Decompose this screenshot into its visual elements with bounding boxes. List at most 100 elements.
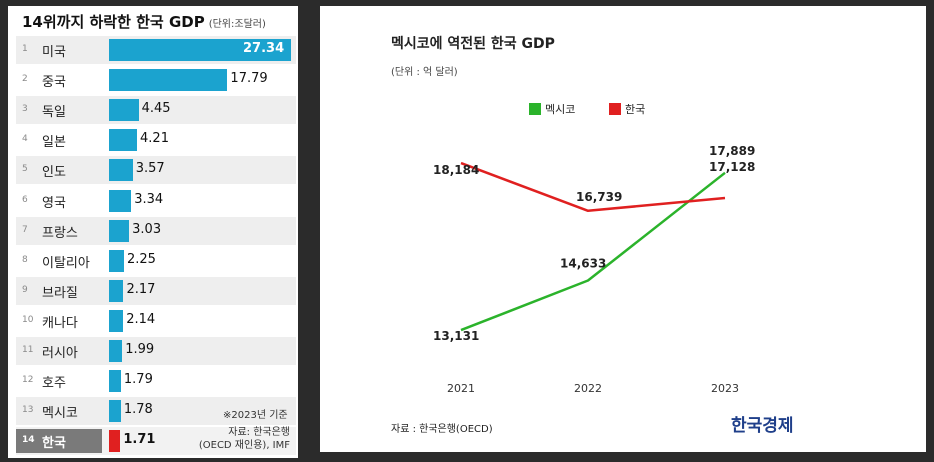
line-chart-unit: (단위 : 억 달러) bbox=[391, 65, 458, 78]
gdp-ranking-panel: 14위까지 하락한 한국 GDP (단위:조달러) 1 미국 27.34 2 중국 17.7… bbox=[8, 6, 298, 458]
country-label: 러시아 bbox=[42, 346, 78, 361]
gdp-bar bbox=[109, 430, 121, 453]
rank-number: 6 bbox=[22, 194, 28, 205]
line-chart-title: 멕시코에 역전된 한국 GDP bbox=[391, 35, 555, 52]
rank-number: 5 bbox=[22, 164, 28, 175]
ranking-unit: (단위:조달러) bbox=[208, 19, 266, 30]
country-label: 독일 bbox=[42, 105, 66, 121]
gdp-value-label: 2.25 bbox=[126, 251, 156, 267]
line-chart-panel: 멕시코에 역전된 한국 GDP (단위 : 억 달러) 멕시코 한국 13,131… bbox=[320, 6, 926, 452]
ranking-row: 3 독일 4.45 bbox=[16, 96, 296, 125]
legend: 멕시코 한국 bbox=[529, 103, 645, 116]
gdp-bar bbox=[109, 400, 121, 423]
brand-logo: 한국경제 bbox=[731, 416, 794, 436]
country-label: 프랑스 bbox=[42, 225, 78, 241]
data-label: 18,184 bbox=[433, 163, 479, 177]
rank-number: 12 bbox=[22, 375, 34, 386]
rank-number: 4 bbox=[22, 134, 28, 145]
x-tick-label: 2022 bbox=[574, 382, 602, 395]
gdp-value-label: 2.14 bbox=[126, 311, 156, 327]
rank-number: 9 bbox=[22, 284, 28, 295]
country-label: 호주 bbox=[42, 376, 66, 392]
gdp-bar bbox=[109, 279, 124, 302]
series-line bbox=[460, 161, 726, 213]
x-tick-label: 2021 bbox=[447, 382, 475, 395]
rank-number: 8 bbox=[22, 254, 28, 265]
country-label: 인도 bbox=[42, 165, 66, 181]
data-label: 13,131 bbox=[433, 329, 479, 343]
series-line bbox=[460, 171, 726, 332]
country-label: 캐나다 bbox=[42, 315, 78, 331]
ranking-row: 2 중국 17.79 bbox=[16, 66, 296, 94]
data-label: 14,633 bbox=[560, 256, 606, 270]
gdp-bar bbox=[109, 159, 133, 182]
gdp-value-label: 4.45 bbox=[141, 101, 171, 117]
rank-number: 10 bbox=[22, 314, 34, 325]
line-chart-source: 자료 : 한국은행(OECD) bbox=[391, 423, 493, 435]
gdp-value-label: 1.78 bbox=[123, 402, 153, 418]
data-label: 16,739 bbox=[576, 190, 622, 204]
gdp-bar bbox=[109, 99, 139, 122]
x-tick-label: 2023 bbox=[711, 382, 739, 395]
ranking-title: 14위까지 하락한 한국 GDP (단위:조달러) bbox=[22, 11, 266, 32]
highlight-box bbox=[16, 429, 102, 454]
gdp-value-label: 1.71 bbox=[123, 432, 156, 448]
rank-number: 1 bbox=[22, 44, 28, 54]
ranking-row: 7 프랑스 3.03 bbox=[16, 216, 296, 245]
country-label: 이탈리아 bbox=[42, 255, 90, 271]
gdp-value-label: 1.99 bbox=[125, 342, 155, 357]
rank-number: 14 bbox=[22, 435, 35, 446]
rank-number: 13 bbox=[22, 405, 34, 416]
ranking-row: 12 호주 1.79 bbox=[16, 367, 296, 395]
country-label: 미국 bbox=[42, 45, 66, 60]
country-label: 일본 bbox=[42, 135, 66, 151]
series-group: 13,131 14,633 17,889 18,184 16,739 17,128 bbox=[433, 144, 755, 343]
ranking-row: 8 이탈리아 2.25 bbox=[16, 247, 296, 275]
gdp-value-label: 17.79 bbox=[230, 71, 268, 87]
gdp-value-label: 3.03 bbox=[132, 221, 162, 237]
ranking-row: 4 일본 4.21 bbox=[16, 126, 296, 154]
ranking-row: 9 브라질 2.17 bbox=[16, 276, 296, 305]
gdp-value-label: 27.34 bbox=[243, 41, 285, 56]
country-label: 멕시코 bbox=[42, 406, 78, 422]
gdp-value-label: 1.79 bbox=[123, 372, 153, 388]
data-label: 17,128 bbox=[709, 160, 755, 174]
ranking-row: 6 영국 3.34 bbox=[16, 187, 296, 215]
line-chart: 멕시코에 역전된 한국 GDP (단위 : 억 달러) 멕시코 한국 13,131… bbox=[391, 35, 794, 436]
ranking-row: 14 한국 1.71 bbox=[16, 427, 296, 456]
ranking-row: 13 멕시코 1.78 bbox=[16, 397, 296, 426]
data-label: 17,889 bbox=[709, 144, 755, 158]
gdp-value-label: 4.21 bbox=[140, 131, 169, 147]
gdp-bar bbox=[109, 69, 228, 92]
gdp-bar bbox=[109, 370, 121, 393]
rank-number: 3 bbox=[22, 104, 28, 115]
rank-number: 2 bbox=[22, 74, 28, 85]
ranking-source: 자료: 한국은행 (OECD 재인용), IMF bbox=[190, 426, 290, 452]
ranking-row: 1 미국 27.34 bbox=[16, 36, 296, 64]
gdp-value-label: 2.17 bbox=[126, 281, 156, 297]
ranking-row: 10 캐나다 2.14 bbox=[16, 307, 296, 335]
ranking-row: 5 인도 3.57 bbox=[16, 156, 296, 185]
gdp-value-label: 3.34 bbox=[134, 191, 164, 207]
basis-note: ※2023년 기준 bbox=[223, 410, 288, 421]
source-line-2: (OECD 재인용), IMF bbox=[198, 440, 290, 451]
gdp-bar bbox=[109, 219, 130, 242]
gdp-bar bbox=[109, 39, 291, 61]
legend-label: 멕시코 bbox=[545, 103, 575, 116]
country-label: 중국 bbox=[42, 75, 66, 91]
rank-number: 11 bbox=[22, 345, 34, 355]
legend-swatch bbox=[609, 103, 621, 115]
country-label: 영국 bbox=[42, 195, 66, 211]
gdp-bar bbox=[109, 340, 123, 362]
gdp-value-label: 3.57 bbox=[135, 161, 165, 177]
ranking-title-text: 14위까지 하락한 한국 GDP bbox=[22, 13, 205, 31]
country-label: 한국 bbox=[42, 436, 66, 452]
legend-swatch bbox=[529, 103, 541, 115]
gdp-bar bbox=[109, 129, 138, 152]
gdp-bar bbox=[109, 309, 124, 332]
gdp-bar bbox=[109, 189, 132, 212]
country-label: 브라질 bbox=[42, 285, 78, 301]
ranking-row: 11 러시아 1.99 bbox=[16, 337, 296, 365]
rank-number: 7 bbox=[22, 224, 28, 235]
x-axis: 2021 2022 2023 bbox=[447, 382, 739, 395]
